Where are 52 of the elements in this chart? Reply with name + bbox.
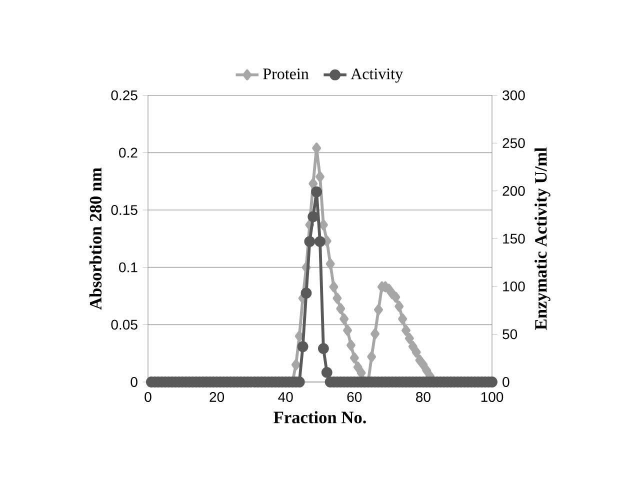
point (294, 330, 304, 342)
point (367, 351, 376, 362)
point (402, 324, 410, 336)
y-axis-title: Absorbtion 280 nm (89, 168, 102, 310)
y-tick-label: 0.1 (119, 262, 138, 272)
point (391, 292, 400, 303)
x-tick-label: 60 (347, 392, 362, 402)
point (326, 258, 335, 270)
y2-axis-title: Enzymatic Activity U/ml (534, 148, 550, 330)
y2-tick-label: 200 (502, 186, 525, 196)
y-tick-label: 0.05 (111, 320, 138, 330)
point (291, 359, 300, 370)
y-tick-label: 0 (130, 377, 138, 387)
point (316, 171, 324, 182)
point (422, 365, 432, 376)
point (370, 328, 380, 340)
point (374, 304, 383, 316)
legend-label: Activity (350, 68, 403, 83)
legend-label: Protein (263, 68, 309, 80)
point (408, 340, 418, 352)
point (356, 367, 366, 378)
point (394, 300, 404, 312)
point (350, 352, 359, 364)
y2-tick-label: 300 (502, 90, 525, 100)
point (308, 178, 318, 190)
y2-tick-label: 250 (502, 138, 525, 148)
y2-tick-label: 150 (503, 234, 525, 244)
point (404, 332, 414, 344)
point (336, 303, 346, 314)
y-tick-label: 0.25 (111, 90, 138, 100)
point (332, 292, 342, 304)
y-tick-label: 0.15 (111, 205, 138, 215)
point (343, 324, 352, 336)
x-tick-label: 80 (416, 392, 430, 402)
x-tick-label: 40 (278, 392, 293, 402)
point (346, 340, 356, 351)
y2-tick-label: 100 (503, 282, 525, 292)
point (340, 313, 349, 324)
y-tick-label: 0.2 (119, 148, 138, 158)
y2-tick-label: 50 (502, 329, 518, 340)
x-tick-label: 0 (144, 392, 152, 402)
point (418, 359, 428, 370)
point (353, 362, 362, 373)
point (318, 219, 328, 230)
point (312, 142, 322, 154)
point (412, 346, 421, 358)
point (329, 281, 338, 292)
point (398, 313, 408, 324)
y2-tick-label: 0 (502, 377, 510, 387)
x-tick-label: 20 (210, 392, 224, 402)
x-tick-label: 100 (481, 392, 504, 402)
x-axis-title: Fraction No. (274, 411, 366, 424)
